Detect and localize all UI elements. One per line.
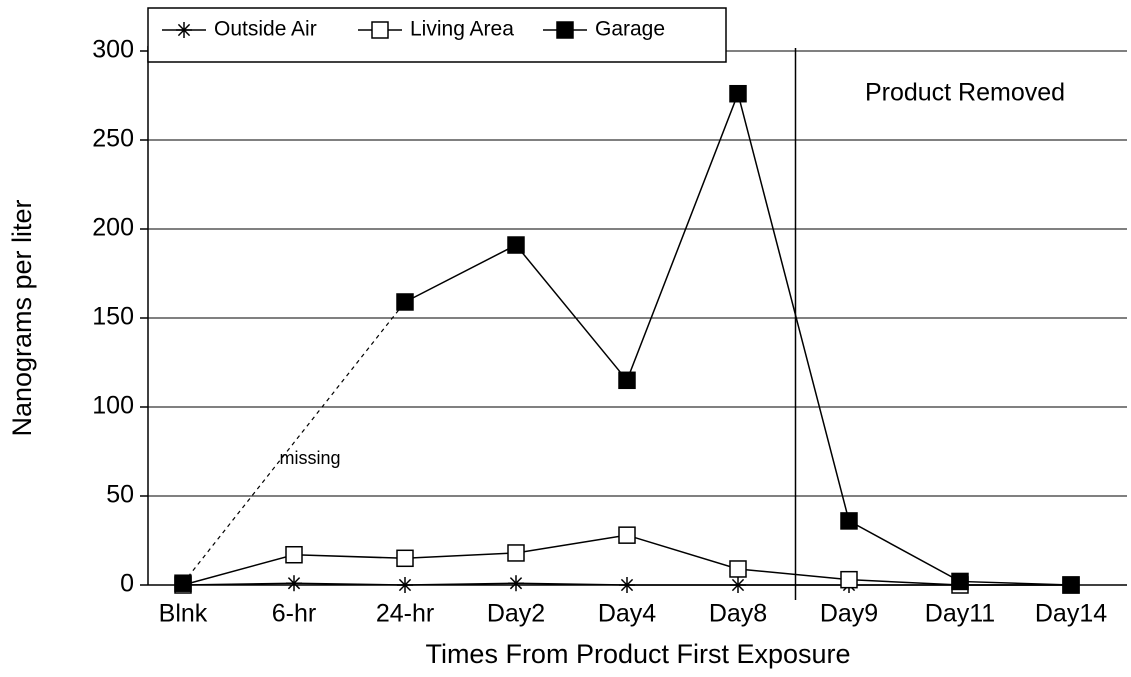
- x-tick-label: Day8: [709, 600, 767, 628]
- annotation: missing: [279, 448, 340, 468]
- x-tick-label: Day9: [820, 600, 878, 628]
- x-tick-label: Day14: [1035, 600, 1107, 628]
- marker: [618, 526, 636, 544]
- y-tick-label: 0: [120, 570, 134, 598]
- marker: [396, 293, 414, 311]
- marker: [397, 577, 413, 593]
- y-tick-label: 250: [92, 125, 134, 153]
- x-tick-label: Day2: [487, 600, 545, 628]
- legend-label: Outside Air: [214, 18, 317, 41]
- marker: [285, 545, 303, 564]
- x-tick-label: Day11: [925, 600, 995, 628]
- legend: Outside Air Living Area Garage: [147, 7, 727, 63]
- series-line: [404, 91, 1072, 586]
- marker: [174, 574, 192, 592]
- annotation: Product Removed: [865, 79, 1065, 107]
- marker: [507, 236, 525, 254]
- legend-label: Living Area: [410, 18, 514, 41]
- marker: [286, 575, 302, 592]
- marker: [951, 572, 969, 591]
- marker: [619, 577, 635, 593]
- marker: [840, 570, 858, 589]
- marker: [371, 21, 389, 39]
- x-tick-label: Day4: [598, 600, 656, 628]
- marker: [396, 549, 414, 568]
- x-tick-label: 24-hr: [376, 600, 434, 628]
- marker: [729, 560, 747, 578]
- x-axis-label: Times From Product First Exposure: [425, 639, 850, 669]
- marker: [556, 21, 574, 39]
- marker: [1062, 576, 1080, 594]
- y-tick-label: 100: [92, 392, 134, 420]
- y-tick-label: 150: [92, 303, 134, 331]
- marker: [507, 544, 525, 562]
- missing-connector: [182, 301, 406, 584]
- legend-box: [147, 7, 727, 63]
- y-tick-label: 200: [92, 214, 134, 242]
- marker: [176, 22, 192, 38]
- marker: [840, 512, 858, 530]
- x-tick-label: Blnk: [159, 600, 208, 628]
- legend-label: Garage: [595, 18, 665, 41]
- y-tick-label: 50: [106, 481, 134, 509]
- y-axis-label: Nanograms per liter: [7, 199, 37, 436]
- marker: [618, 371, 636, 390]
- x-tick-label: 6-hr: [272, 600, 316, 628]
- marker: [508, 575, 524, 592]
- marker: [729, 84, 747, 103]
- marker: [730, 577, 746, 593]
- y-tick-label: 300: [92, 36, 134, 64]
